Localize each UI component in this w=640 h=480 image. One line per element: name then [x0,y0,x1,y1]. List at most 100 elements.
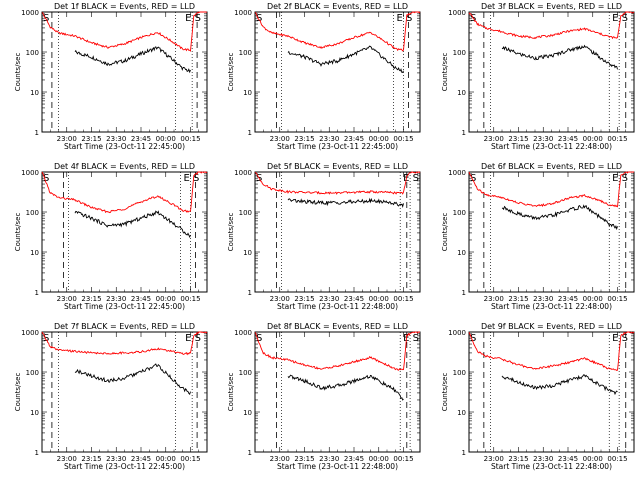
x-axis-label: Start Time (23-Oct-11 22:45:00) [64,142,185,151]
series-line-events [287,197,404,209]
x-axis-label: Start Time (23-Oct-11 22:48:00) [491,462,612,471]
y-tick-label: 100 [26,49,39,57]
x-tick-label: 00:00 [369,295,389,303]
y-tick-label: 10 [30,249,39,257]
panel-det-7f: Det 7f BLACK = Events, RED = LLD 1 10 100 10… [14,322,208,471]
series-line-lld [41,11,208,52]
y-axis-label: Counts/sec [227,53,235,92]
panel-title: Det 4f BLACK = Events, RED = LLD [54,162,195,171]
series-line-events [74,210,191,238]
x-tick-label: 23:15 [81,135,101,143]
saa-flag-right: E S [397,13,413,24]
panel-det-6f: Det 6f BLACK = Events, RED = LLD 1 10 100 10… [441,162,635,311]
y-tick-label: 1000 [234,169,252,177]
x-tick-label: 23:00 [270,295,290,303]
plot-frame [41,11,208,133]
series-line-events [74,363,191,396]
x-tick-label: 23:30 [106,135,126,143]
x-tick-label: 23:45 [344,135,364,143]
y-tick-label: 1000 [21,329,39,337]
y-axis-label: Counts/sec [14,213,22,252]
x-tick-label: 00:00 [156,295,176,303]
x-tick-label: 23:00 [484,295,504,303]
series-line-events [501,374,618,396]
series-line-lld [254,171,421,195]
saa-flag-left: S [43,333,49,344]
x-axis-label: Start Time (23-Oct-11 22:45:00) [277,142,398,151]
x-tick-label: 00:00 [583,135,603,143]
panel-det-4f: Det 4f BLACK = Events, RED = LLD 1 10 100 10… [14,162,208,311]
x-tick-label: 23:15 [294,135,314,143]
series-line-events [501,44,618,70]
y-tick-label: 100 [453,369,466,377]
panel-title: Det 9f BLACK = Events, RED = LLD [481,322,622,331]
panel-det-8f: Det 8f BLACK = Events, RED = LLD 1 10 100 10… [227,322,421,471]
y-axis-label: Counts/sec [441,373,449,412]
panel-det-2f: Det 2f BLACK = Events, RED = LLD 1 10 100 10… [227,2,421,151]
panel-title: Det 3f BLACK = Events, RED = LLD [481,2,622,11]
y-tick-label: 10 [243,89,252,97]
x-tick-label: 00:00 [156,135,176,143]
y-tick-label: 1 [35,289,39,297]
x-tick-label: 23:45 [558,135,578,143]
panel-title: Det 8f BLACK = Events, RED = LLD [267,322,408,331]
x-tick-label: 23:30 [533,135,553,143]
x-tick-label: 23:30 [319,455,339,463]
x-tick-label: 23:30 [106,295,126,303]
x-tick-label: 23:15 [508,455,528,463]
x-axis-label: Start Time (23-Oct-11 22:48:00) [277,462,398,471]
x-tick-label: 00:15 [180,455,200,463]
x-tick-label: 00:15 [180,135,200,143]
saa-flag-right: E S [184,173,200,184]
y-tick-label: 100 [453,209,466,217]
series-line-lld [41,331,208,356]
x-tick-label: 23:30 [106,455,126,463]
series-line-events [74,46,191,74]
saa-flag-right: E S [403,333,419,344]
x-tick-label: 23:45 [344,295,364,303]
x-tick-label: 23:15 [81,295,101,303]
x-tick-label: 23:15 [508,135,528,143]
series-line-lld [468,171,634,208]
y-tick-label: 1000 [448,169,466,177]
y-tick-label: 1 [462,289,466,297]
y-tick-label: 1 [248,129,252,137]
x-tick-label: 00:15 [393,135,413,143]
x-tick-label: 23:00 [57,295,77,303]
series-line-lld [254,331,420,371]
x-tick-label: 23:15 [508,295,528,303]
x-tick-label: 00:00 [369,135,389,143]
saa-flag-right: E S [612,333,628,344]
y-tick-label: 10 [30,409,39,417]
saa-flag-left: S [256,333,262,344]
x-tick-label: 23:00 [484,135,504,143]
panel-det-3f: Det 3f BLACK = Events, RED = LLD 1 10 100 10… [441,2,635,151]
x-tick-label: 23:30 [533,295,553,303]
series-line-lld [468,11,635,40]
y-tick-label: 100 [239,369,252,377]
x-axis-label: Start Time (23-Oct-11 22:45:00) [64,302,185,311]
series-line-events [287,45,404,74]
series-line-lld [468,331,635,372]
y-tick-label: 100 [26,209,39,217]
x-axis-label: Start Time (23-Oct-11 22:48:00) [277,302,398,311]
y-axis-label: Counts/sec [14,53,22,92]
x-axis-label: Start Time (23-Oct-11 22:48:00) [491,302,612,311]
y-tick-label: 1000 [448,329,466,337]
y-tick-label: 100 [239,209,252,217]
y-axis-label: Counts/sec [441,213,449,252]
x-tick-label: 23:00 [57,135,77,143]
y-tick-label: 100 [26,369,39,377]
x-tick-label: 00:15 [393,295,413,303]
x-tick-label: 00:00 [583,455,603,463]
series-line-lld [254,11,421,52]
y-tick-label: 1 [248,289,252,297]
y-axis-label: Counts/sec [227,213,235,252]
panel-det-5f: Det 5f BLACK = Events, RED = LLD 1 10 100 10… [227,162,421,311]
y-tick-label: 10 [243,249,252,257]
panel-det-1f: Det 1f BLACK = Events, RED = LLD 1 10 100 10… [14,2,208,151]
y-tick-label: 10 [30,89,39,97]
panel-title: Det 1f BLACK = Events, RED = LLD [54,2,195,11]
x-tick-label: 23:15 [294,455,314,463]
